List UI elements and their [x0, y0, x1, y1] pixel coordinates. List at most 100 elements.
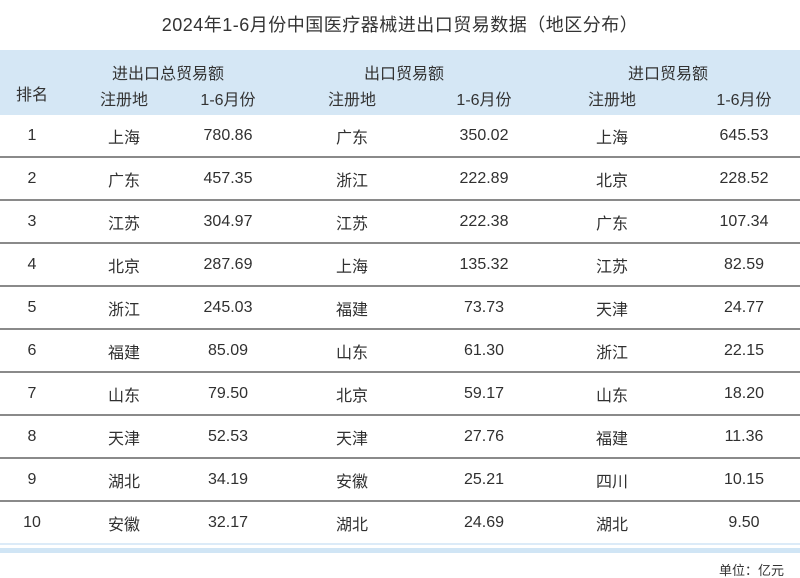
import-value-cell: 22.15 — [688, 329, 800, 372]
import-region-cell: 浙江 — [536, 329, 688, 372]
total-region-cell: 上海 — [64, 115, 184, 157]
export-region-cell: 北京 — [272, 372, 432, 415]
total-region-cell: 江苏 — [64, 200, 184, 243]
import-value-cell: 645.53 — [688, 115, 800, 157]
total-value-cell: 32.17 — [184, 501, 272, 543]
import-region-cell: 四川 — [536, 458, 688, 501]
import-value-cell: 82.59 — [688, 243, 800, 286]
page-title: 2024年1-6月份中国医疗器械进出口贸易数据（地区分布） — [161, 15, 639, 35]
rank-cell: 3 — [0, 200, 64, 243]
export-region-cell: 浙江 — [272, 157, 432, 200]
table-row: 3 江苏 304.97 江苏 222.38 广东 107.34 — [0, 200, 800, 243]
group-header-total: 进出口总贸易额 — [64, 50, 272, 84]
rank-header: 排名 — [0, 50, 64, 115]
total-region-cell: 广东 — [64, 157, 184, 200]
total-region-header: 注册地 — [64, 84, 184, 115]
total-value-cell: 85.09 — [184, 329, 272, 372]
import-value-cell: 107.34 — [688, 200, 800, 243]
table-row: 7 山东 79.50 北京 59.17 山东 18.20 — [0, 372, 800, 415]
export-region-header: 注册地 — [272, 84, 432, 115]
table-bottom-gap — [0, 545, 800, 548]
total-region-cell: 北京 — [64, 243, 184, 286]
rank-cell: 2 — [0, 157, 64, 200]
group-header-export: 出口贸易额 — [272, 50, 536, 84]
import-region-cell: 山东 — [536, 372, 688, 415]
import-value-cell: 24.77 — [688, 286, 800, 329]
total-region-cell: 山东 — [64, 372, 184, 415]
table-bottom-line — [0, 543, 800, 545]
table-row: 1 上海 780.86 广东 350.02 上海 645.53 — [0, 115, 800, 157]
import-region-cell: 北京 — [536, 157, 688, 200]
total-value-cell: 287.69 — [184, 243, 272, 286]
table-row: 8 天津 52.53 天津 27.76 福建 11.36 — [0, 415, 800, 458]
import-value-cell: 11.36 — [688, 415, 800, 458]
export-value-cell: 350.02 — [432, 115, 536, 157]
rank-cell: 1 — [0, 115, 64, 157]
total-period-header: 1-6月份 — [184, 84, 272, 115]
rank-cell: 7 — [0, 372, 64, 415]
import-value-cell: 228.52 — [688, 157, 800, 200]
trade-table: 排名 进出口总贸易额 出口贸易额 进口贸易额 注册地 1-6月份 注册地 1-6… — [0, 50, 800, 543]
total-value-cell: 457.35 — [184, 157, 272, 200]
total-value-cell: 780.86 — [184, 115, 272, 157]
export-region-cell: 安徽 — [272, 458, 432, 501]
import-region-cell: 广东 — [536, 200, 688, 243]
table-header: 排名 进出口总贸易额 出口贸易额 进口贸易额 注册地 1-6月份 注册地 1-6… — [0, 50, 800, 115]
table-body: 1 上海 780.86 广东 350.02 上海 645.53 2 广东 457.35 浙江 222.… — [0, 115, 800, 543]
total-value-cell: 245.03 — [184, 286, 272, 329]
export-value-cell: 73.73 — [432, 286, 536, 329]
group-header-import: 进口贸易额 — [536, 50, 800, 84]
export-value-cell: 222.38 — [432, 200, 536, 243]
table-bottom-strip — [0, 548, 800, 553]
table-row: 5 浙江 245.03 福建 73.73 天津 24.77 — [0, 286, 800, 329]
export-value-cell: 135.32 — [432, 243, 536, 286]
table-row: 4 北京 287.69 上海 135.32 江苏 82.59 — [0, 243, 800, 286]
total-region-cell: 湖北 — [64, 458, 184, 501]
rank-cell: 6 — [0, 329, 64, 372]
total-region-cell: 天津 — [64, 415, 184, 458]
import-region-header: 注册地 — [536, 84, 688, 115]
rank-cell: 4 — [0, 243, 64, 286]
total-region-cell: 福建 — [64, 329, 184, 372]
import-region-cell: 湖北 — [536, 501, 688, 543]
table-row: 2 广东 457.35 浙江 222.89 北京 228.52 — [0, 157, 800, 200]
import-region-cell: 江苏 — [536, 243, 688, 286]
rank-cell: 5 — [0, 286, 64, 329]
export-value-cell: 27.76 — [432, 415, 536, 458]
export-value-cell: 24.69 — [432, 501, 536, 543]
export-value-cell: 59.17 — [432, 372, 536, 415]
rank-cell: 8 — [0, 415, 64, 458]
rank-cell: 9 — [0, 458, 64, 501]
import-period-header: 1-6月份 — [688, 84, 800, 115]
total-region-cell: 浙江 — [64, 286, 184, 329]
total-value-cell: 79.50 — [184, 372, 272, 415]
export-region-cell: 广东 — [272, 115, 432, 157]
export-period-header: 1-6月份 — [432, 84, 536, 115]
total-value-cell: 52.53 — [184, 415, 272, 458]
table-row: 10 安徽 32.17 湖北 24.69 湖北 9.50 — [0, 501, 800, 543]
export-region-cell: 上海 — [272, 243, 432, 286]
export-value-cell: 25.21 — [432, 458, 536, 501]
rank-cell: 10 — [0, 501, 64, 543]
import-value-cell: 9.50 — [688, 501, 800, 543]
import-value-cell: 10.15 — [688, 458, 800, 501]
import-value-cell: 18.20 — [688, 372, 800, 415]
export-region-cell: 湖北 — [272, 501, 432, 543]
group-header-row: 排名 进出口总贸易额 出口贸易额 进口贸易额 — [0, 50, 800, 115]
export-region-cell: 天津 — [272, 415, 432, 458]
export-value-cell: 222.89 — [432, 157, 536, 200]
export-value-cell: 61.30 — [432, 329, 536, 372]
import-region-cell: 福建 — [536, 415, 688, 458]
table-row: 9 湖北 34.19 安徽 25.21 四川 10.15 — [0, 458, 800, 501]
import-region-cell: 天津 — [536, 286, 688, 329]
total-region-cell: 安徽 — [64, 501, 184, 543]
unit-note: 单位：亿元 — [718, 563, 784, 578]
total-value-cell: 304.97 — [184, 200, 272, 243]
export-region-cell: 山东 — [272, 329, 432, 372]
table-row: 6 福建 85.09 山东 61.30 浙江 22.15 — [0, 329, 800, 372]
export-region-cell: 江苏 — [272, 200, 432, 243]
sub-header-row: 注册地 1-6月份 注册地 1-6月份 注册地 1-6月份 — [0, 84, 800, 115]
total-value-cell: 34.19 — [184, 458, 272, 501]
export-region-cell: 福建 — [272, 286, 432, 329]
